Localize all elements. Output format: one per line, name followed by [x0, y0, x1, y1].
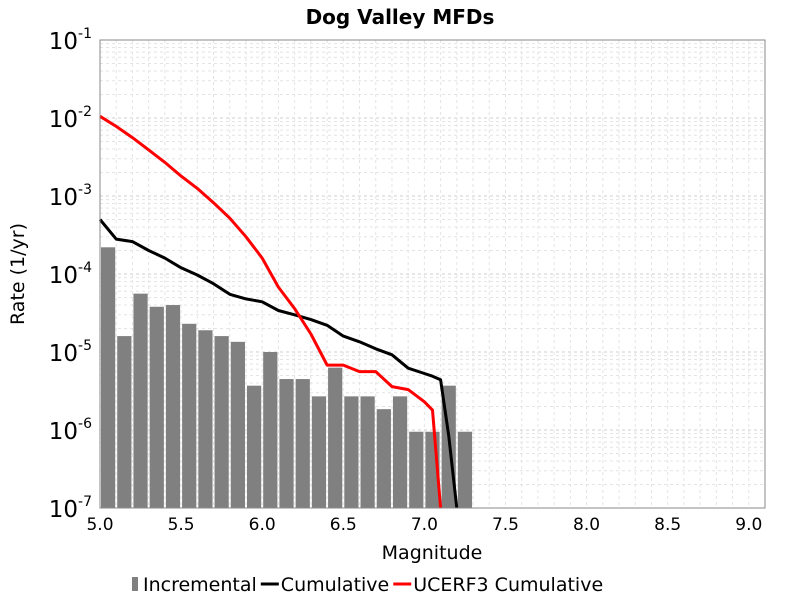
incremental-bar [182, 323, 197, 508]
x-tick-label: 5.0 [86, 515, 113, 535]
incremental-bar [117, 336, 132, 508]
incremental-bar [198, 330, 213, 508]
incremental-bar [409, 431, 424, 508]
y-tick-label: 10-2 [49, 104, 92, 133]
incremental-bar [344, 396, 359, 508]
legend-swatch-incremental [132, 577, 138, 591]
cumulative-line [98, 218, 459, 509]
x-tick-label: 6.0 [249, 515, 276, 535]
legend-label-incremental: Incremental [143, 574, 257, 596]
x-tick-label: 5.5 [168, 515, 195, 535]
incremental-bar [230, 341, 245, 508]
incremental-bar [214, 336, 229, 508]
x-axis-ticks: 5.0 5.5 6.0 6.5 7.0 7.5 8.0 8.5 9.0 [86, 515, 762, 535]
incremental-bar [376, 409, 391, 508]
incremental-bar [279, 379, 294, 508]
y-tick-label: 10-5 [49, 338, 92, 367]
incremental-bar [360, 396, 375, 508]
y-tick-label: 10-1 [49, 26, 92, 55]
ucerf3-cumulative-line [99, 115, 443, 509]
incremental-bar [457, 431, 473, 508]
y-tick-label: 10-6 [49, 416, 92, 445]
incremental-bar [101, 247, 116, 509]
incremental-bar [263, 352, 278, 508]
incremental-bar [165, 305, 181, 508]
y-axis-ticks: 10-7 10-6 10-5 10-4 10-3 10-2 10-1 [49, 26, 92, 523]
chart-title: Dog Valley MFDs [306, 5, 495, 29]
plot-area-frame [99, 39, 766, 509]
incremental-bar [149, 306, 164, 508]
x-tick-label: 6.5 [330, 515, 357, 535]
y-axis-label: Rate (1/yr) [7, 223, 29, 325]
incremental-bar [311, 396, 327, 508]
incremental-bar [328, 367, 343, 508]
y-tick-label: 10-3 [49, 182, 92, 211]
legend-label-ucerf3-cumulative: UCERF3 Cumulative [413, 574, 603, 596]
incremental-bar [295, 379, 310, 508]
incremental-bar [246, 385, 262, 508]
incremental-bar [392, 396, 408, 508]
y-tick-label: 10-7 [49, 494, 92, 523]
x-tick-label: 8.0 [573, 515, 600, 535]
x-tick-label: 7.0 [411, 515, 438, 535]
x-tick-label: 8.5 [654, 515, 681, 535]
x-tick-label: 9.0 [735, 515, 762, 535]
x-axis-label: Magnitude [382, 542, 483, 564]
legend: Incremental Cumulative UCERF3 Cumulative [132, 574, 603, 596]
incremental-bar [133, 293, 148, 508]
x-tick-label: 7.5 [492, 515, 519, 535]
y-tick-label: 10-4 [49, 260, 92, 289]
legend-label-cumulative: Cumulative [281, 574, 389, 596]
cumulative-lines [98, 115, 459, 509]
